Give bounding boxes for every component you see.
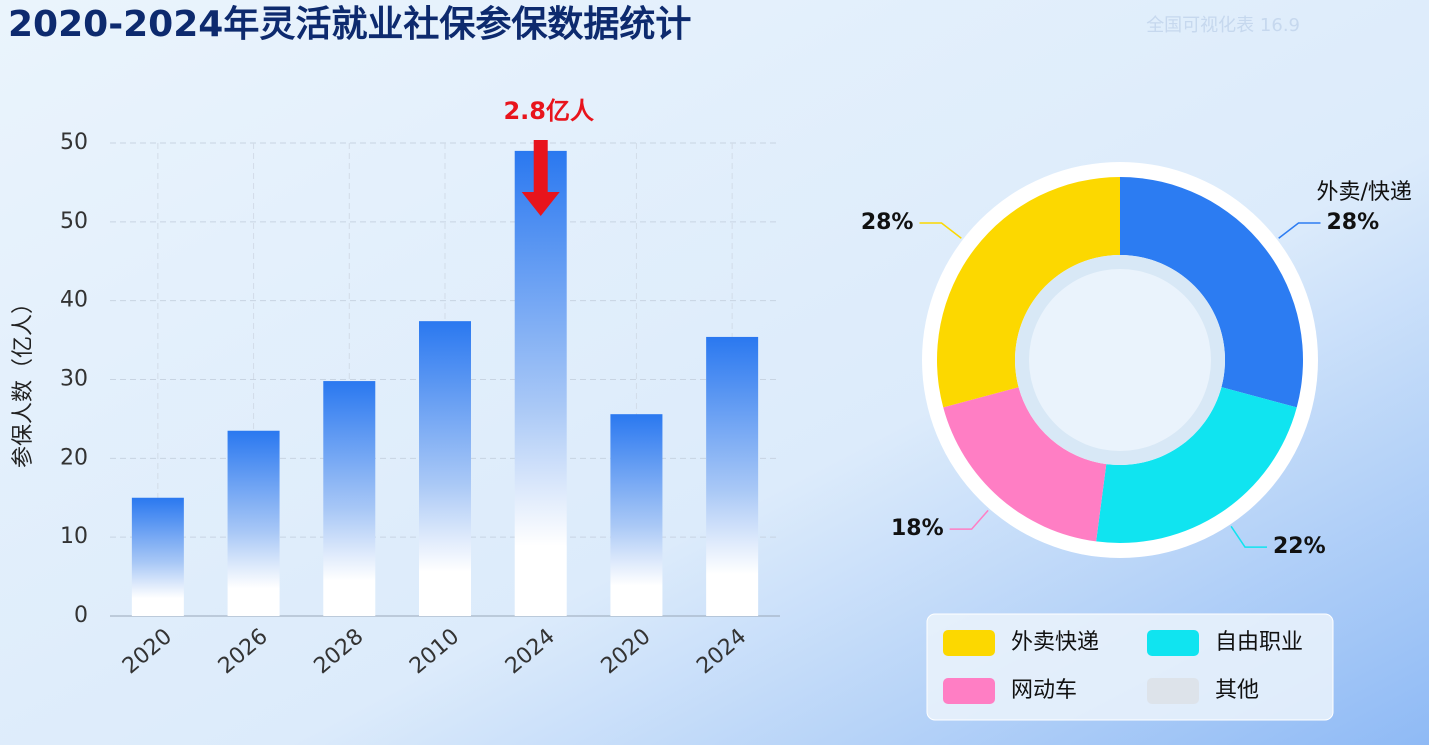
legend-label: 其他 — [1215, 678, 1259, 703]
slice-name: 外卖/快递 — [1317, 180, 1412, 205]
bar — [131, 497, 184, 616]
bar — [323, 381, 376, 616]
annotation: 2.8亿人 — [503, 97, 594, 125]
leader-line — [949, 509, 989, 530]
bar — [610, 414, 663, 616]
bar — [419, 321, 471, 616]
legend-swatch — [943, 678, 995, 704]
legend-label: 网动车 — [1011, 678, 1077, 703]
donut-slice — [1120, 177, 1303, 408]
y-tick-label: 20 — [60, 445, 88, 470]
page-title: 2020-2024年灵活就业社保参保数据统计 — [8, 4, 691, 45]
y-tick-label: 10 — [60, 524, 88, 549]
leader-line — [1278, 222, 1321, 239]
y-tick-label: 50 — [60, 130, 88, 155]
legend-swatch — [1147, 678, 1199, 704]
annotation-arrow — [521, 140, 560, 216]
bar — [706, 336, 759, 616]
y-tick-label: 30 — [60, 367, 88, 392]
y-axis-label: 参保人数（亿人） — [11, 292, 36, 468]
y-tick-label: 50 — [60, 209, 88, 234]
legend-label: 外卖快递 — [1011, 630, 1099, 655]
legend-label: 自由职业 — [1215, 630, 1303, 655]
donut-slice — [943, 387, 1107, 542]
legend-swatch — [943, 630, 995, 656]
slice-label: 28% — [1327, 210, 1380, 235]
donut-slice — [1096, 387, 1297, 543]
leader-line — [919, 222, 962, 239]
slice-label: 22% — [1273, 534, 1326, 559]
bar — [514, 150, 567, 616]
leader-line — [1230, 525, 1267, 548]
legend-swatch — [1147, 630, 1199, 656]
slice-label: 28% — [861, 210, 914, 235]
donut-hole — [1029, 269, 1211, 451]
donut-slice — [937, 177, 1120, 408]
slice-label: 18% — [891, 516, 944, 541]
bar — [227, 430, 280, 616]
y-tick-label: 40 — [60, 288, 88, 313]
watermark: 全国可视化表 16.9 — [1146, 15, 1300, 36]
y-tick-label: 0 — [74, 603, 88, 628]
legend-box — [926, 613, 1334, 721]
